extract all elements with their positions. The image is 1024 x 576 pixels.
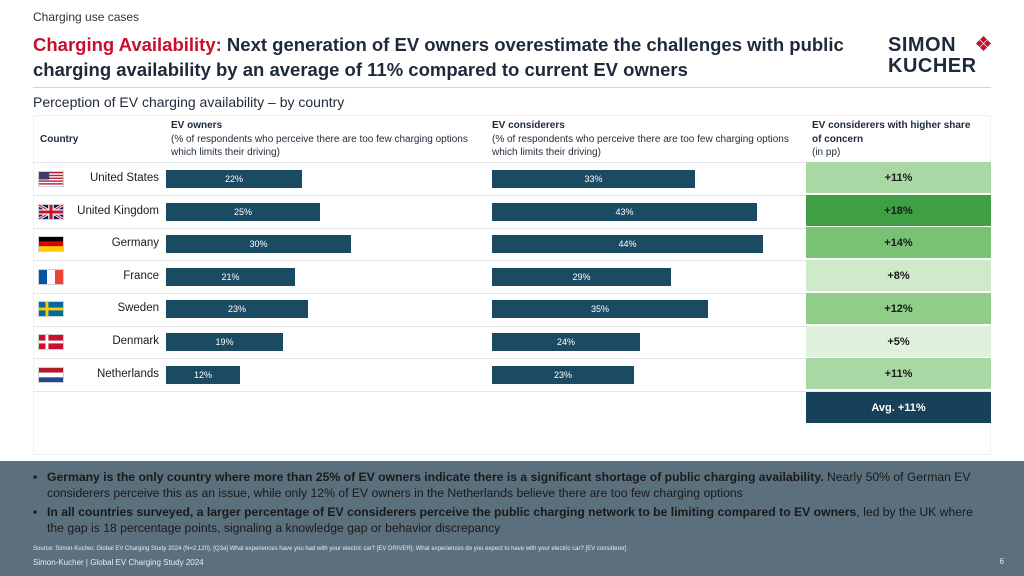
row-divider [33, 260, 991, 261]
header-ev-owners-title: EV owners [171, 120, 223, 131]
insight-2-bold: In all countries surveyed, a larger perc… [47, 505, 857, 519]
concern-cell-united-states: +11% [806, 162, 991, 194]
france-flag-icon [38, 269, 64, 285]
country-label-germany: Germany [111, 237, 159, 249]
owners-bar-sweden: 23% [166, 300, 308, 318]
considerers-bar-denmark: 24% [492, 333, 640, 351]
considerers-bar-united-kingdom: 43% [492, 203, 757, 221]
header-concern: EV considerers with higher share of conc… [812, 119, 982, 160]
concern-cell-united-kingdom: +18% [806, 195, 991, 227]
header-country: Country [40, 134, 79, 145]
uk-flag-icon [38, 204, 64, 220]
insight-1-bold: Germany is the only country where more t… [47, 470, 824, 484]
header-ev-considerers: EV considerers (% of respondents who per… [492, 119, 792, 160]
considerers-bar-germany: 44% [492, 235, 763, 253]
header-ev-owners-desc: (% of respondents who perceive there are… [171, 133, 468, 159]
study-name: Simon-Kucher | Global EV Charging Study … [33, 558, 204, 567]
bullet-icon: ▪ [33, 505, 38, 519]
source-note: Source: Simon-Kucher, Global EV Charging… [33, 546, 627, 552]
considerers-bar-france: 29% [492, 268, 671, 286]
row-divider [33, 195, 991, 196]
row-divider [33, 228, 991, 229]
concern-cell-denmark: +5% [806, 326, 991, 358]
logo-line-1: SIMON [888, 34, 957, 56]
header-ev-considerers-desc: (% of respondents who perceive there are… [492, 133, 789, 159]
considerers-bar-sweden: 35% [492, 300, 708, 318]
owners-bar-germany: 30% [166, 235, 351, 253]
owners-bar-united-kingdom: 25% [166, 203, 320, 221]
title-divider [33, 87, 991, 88]
section-kicker: Charging use cases [33, 10, 140, 24]
logo-mark-icon [975, 35, 992, 52]
considerers-bar-united-states: 33% [492, 170, 695, 188]
concern-cell-netherlands: +11% [806, 358, 991, 390]
netherlands-flag-icon [38, 367, 64, 383]
country-label-sweden: Sweden [117, 302, 159, 314]
page-number: 6 [999, 557, 1004, 566]
concern-cell-france: +8% [806, 260, 991, 292]
country-label-netherlands: Netherlands [96, 368, 159, 380]
owners-bar-united-states: 22% [166, 170, 302, 188]
title-accent: Charging Availability: [33, 34, 222, 55]
insight-bullet-1: ▪ Germany is the only country where more… [33, 469, 988, 501]
header-ev-considerers-title: EV considerers [492, 120, 565, 131]
row-divider [33, 326, 991, 327]
row-divider [33, 358, 991, 359]
concern-cell-sweden: +12% [806, 293, 991, 325]
chart-subtitle: Perception of EV charging availability –… [33, 94, 345, 110]
header-ev-owners: EV owners (% of respondents who perceive… [171, 119, 471, 160]
row-divider [33, 162, 991, 163]
country-label-denmark: Denmark [112, 335, 159, 347]
country-label-france: France [123, 270, 159, 282]
owners-bar-denmark: 19% [166, 333, 283, 351]
owners-bar-france: 21% [166, 268, 295, 286]
concern-column: +11% +18% +14% +8% +12% +5% +11% [806, 162, 991, 423]
considerers-bar-netherlands: 23% [492, 366, 634, 384]
owners-bar-netherlands: 12% [166, 366, 240, 384]
germany-flag-icon [38, 236, 64, 252]
title-rest: Next generation of EV owners overestimat… [33, 34, 844, 80]
row-divider [33, 391, 991, 392]
us-flag-icon [38, 171, 64, 187]
country-label-united-states: United States [89, 172, 159, 184]
header-concern-unit: (in pp) [812, 147, 841, 158]
insight-bullet-2: ▪ In all countries surveyed, a larger pe… [33, 504, 988, 536]
insights-footer [0, 461, 1024, 576]
row-divider [33, 293, 991, 294]
header-concern-title: EV considerers with higher share of conc… [812, 120, 971, 145]
average-concern-cell: Avg. +11% [806, 392, 991, 423]
denmark-flag-icon [38, 334, 64, 350]
bullet-icon: ▪ [33, 470, 38, 484]
logo-line-2: KUCHER [888, 55, 977, 77]
sweden-flag-icon [38, 301, 64, 317]
page-title: Charging Availability: Next generation o… [33, 32, 883, 82]
insight-2-text: , led by the UK where the gap is 18 perc… [47, 505, 973, 535]
insight-1-text: Nearly 50% of German EV considerers perc… [47, 470, 971, 500]
company-logo: SIMON KUCHER [888, 34, 998, 78]
concern-cell-germany: +14% [806, 227, 991, 259]
country-label-united-kingdom: United Kingdom [77, 205, 159, 217]
